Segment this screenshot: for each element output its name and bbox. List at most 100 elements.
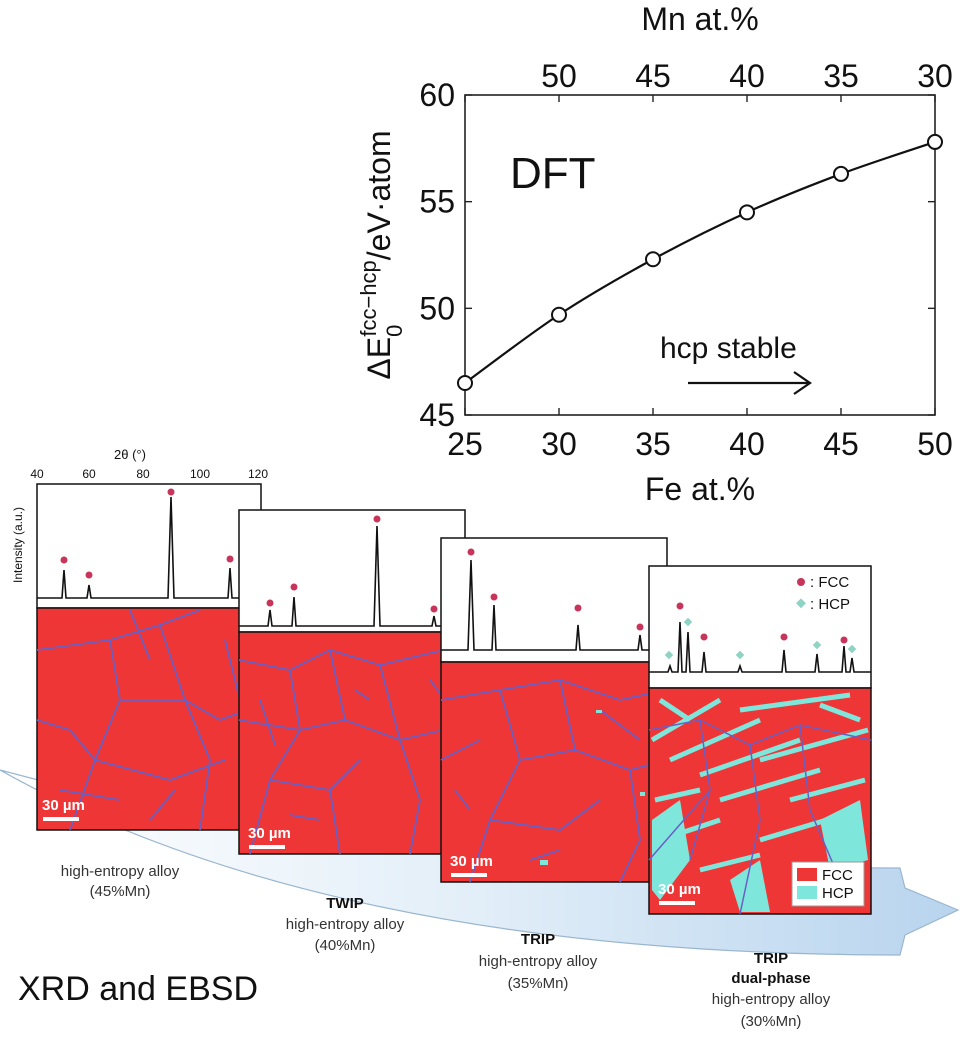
x-tick-label: 35 — [635, 426, 671, 462]
caption-40mn: TWIP high-entropy alloy (40%Mn) — [286, 895, 405, 954]
panel-35mn: 30 µm — [440, 537, 668, 883]
xrd-frame-1 — [36, 483, 262, 609]
dft-data-point — [457, 375, 473, 391]
y-tick-label: 45 — [419, 397, 455, 433]
dft-plot-frame — [464, 94, 936, 416]
dft-x2-axis-label: Mn at.% — [641, 1, 758, 37]
xrd-ebsd-label: XRD and EBSD — [18, 970, 258, 1008]
fcc-peak-marker — [636, 623, 644, 631]
xrd-tick-60: 60 — [82, 467, 96, 481]
dft-data-point — [927, 133, 943, 150]
ebsd-legend-hcp-swatch — [797, 886, 817, 899]
hcp-peak-marker — [812, 640, 822, 650]
xrd-axis-label: 2θ (°) — [114, 447, 146, 462]
hcp-peak-marker — [847, 644, 857, 654]
hcp-patches-3 — [540, 710, 645, 865]
panel-40mn: 30 µm — [238, 509, 466, 855]
fcc-peak-marker — [430, 605, 438, 613]
caption-line2: (40%Mn) — [315, 937, 376, 954]
x2-tick-label: 45 — [635, 58, 671, 94]
x-tick-label: 30 — [541, 426, 577, 462]
hcp-peak-marker — [664, 650, 674, 660]
x2-tick-label: 40 — [729, 58, 765, 94]
fcc-peak-marker — [490, 593, 498, 601]
fcc-peak-marker — [60, 556, 68, 564]
hcp-peak-marker — [735, 650, 745, 660]
xrd-pattern-1 — [37, 496, 261, 599]
dft-data-point — [833, 165, 849, 182]
scale-bar-label: 30 µm — [248, 825, 291, 842]
panel-45mn: 2θ (°) 40 60 80 100 120 Intensity (a.u.)… — [11, 447, 268, 831]
caption-bold: TRIP — [521, 931, 555, 948]
dft-data-point — [739, 204, 755, 221]
x-tick-label: 50 — [917, 426, 953, 462]
x-tick-label: 25 — [447, 426, 483, 462]
xrd-tick-100: 100 — [190, 467, 210, 481]
fcc-peak-marker — [290, 583, 298, 591]
fcc-peak-marker — [266, 599, 274, 607]
grain-boundaries-2 — [238, 644, 466, 855]
panel-30mn: : FCC : HCP — [648, 565, 872, 915]
caption-line1: high-entropy alloy — [61, 863, 180, 880]
xrd-tick-80: 80 — [136, 467, 150, 481]
scale-bar — [249, 845, 285, 849]
caption-bold2: dual-phase — [731, 970, 810, 987]
fcc-peak-marker — [780, 633, 788, 641]
dft-data-point — [551, 306, 567, 323]
x2-tick-label: 35 — [823, 58, 859, 94]
fcc-peak-marker — [373, 515, 381, 523]
ebsd-legend-hcp-label: HCP — [822, 885, 854, 902]
dft-y-label-main: ΔE — [361, 337, 397, 380]
scale-bar — [451, 873, 487, 877]
caption-bold: TRIP — [754, 950, 788, 967]
fcc-peak-marker — [167, 488, 175, 496]
xrd-pattern-4 — [649, 621, 871, 673]
caption-line1: high-entropy alloy — [712, 991, 831, 1008]
grain-boundaries-4 — [648, 719, 872, 915]
xrd-pattern-2 — [239, 525, 465, 627]
legend-hcp-label: : HCP — [810, 596, 850, 613]
xrd-pattern-3 — [441, 559, 667, 651]
caption-line2: (45%Mn) — [90, 883, 151, 900]
legend-fcc-marker — [797, 578, 805, 586]
legend-fcc-label: : FCC — [810, 574, 849, 591]
xrd-tick-40: 40 — [30, 467, 44, 481]
dft-y-label-sup: fcc−hcp — [356, 260, 381, 336]
scale-bar-label: 30 µm — [42, 797, 85, 814]
y-tick-label: 60 — [419, 77, 455, 113]
y-tick-label: 55 — [419, 184, 455, 220]
hcp-peak-marker — [683, 617, 693, 627]
legend-hcp-marker — [796, 598, 806, 609]
caption-45mn: high-entropy alloy (45%Mn) — [61, 863, 180, 900]
x2-tick-label: 50 — [541, 58, 577, 94]
ebsd-map-2 — [238, 631, 466, 855]
fcc-peak-marker — [85, 571, 93, 579]
hcp-stable-annotation: hcp stable — [660, 332, 797, 365]
xrd-frame-2 — [238, 509, 466, 633]
scale-bar — [659, 901, 695, 905]
caption-line1: high-entropy alloy — [479, 953, 598, 970]
dft-data-point — [645, 251, 661, 268]
x-tick-label: 40 — [729, 426, 765, 462]
xrd-y-label: Intensity (a.u.) — [11, 507, 25, 583]
caption-line2: (30%Mn) — [741, 1013, 802, 1030]
ebsd-legend-fcc-swatch — [797, 868, 817, 881]
fcc-peak-marker — [226, 555, 234, 563]
y-tick-label: 50 — [419, 290, 455, 326]
dft-y-label-sub: 0 — [382, 325, 407, 337]
caption-30mn: TRIP dual-phase high-entropy alloy (30%M… — [712, 950, 831, 1030]
fcc-peak-marker — [700, 633, 708, 641]
dft-chart: 25 30 35 40 45 50 50 45 40 35 30 45 50 55 60 Mn at.% F… — [356, 1, 953, 507]
x2-tick-label: 30 — [917, 58, 953, 94]
x-tick-label: 45 — [823, 426, 859, 462]
caption-line2: (35%Mn) — [508, 975, 569, 992]
hcp-patches-4 — [652, 800, 868, 912]
dft-annotation: DFT — [510, 149, 596, 198]
xrd-frame-3 — [440, 537, 668, 663]
hcp-stable-arrow — [688, 371, 812, 395]
fcc-peak-marker — [574, 604, 582, 612]
scale-bar — [43, 817, 79, 821]
ebsd-legend-fcc-label: FCC — [822, 867, 853, 884]
scale-bar-label: 30 µm — [658, 881, 701, 898]
